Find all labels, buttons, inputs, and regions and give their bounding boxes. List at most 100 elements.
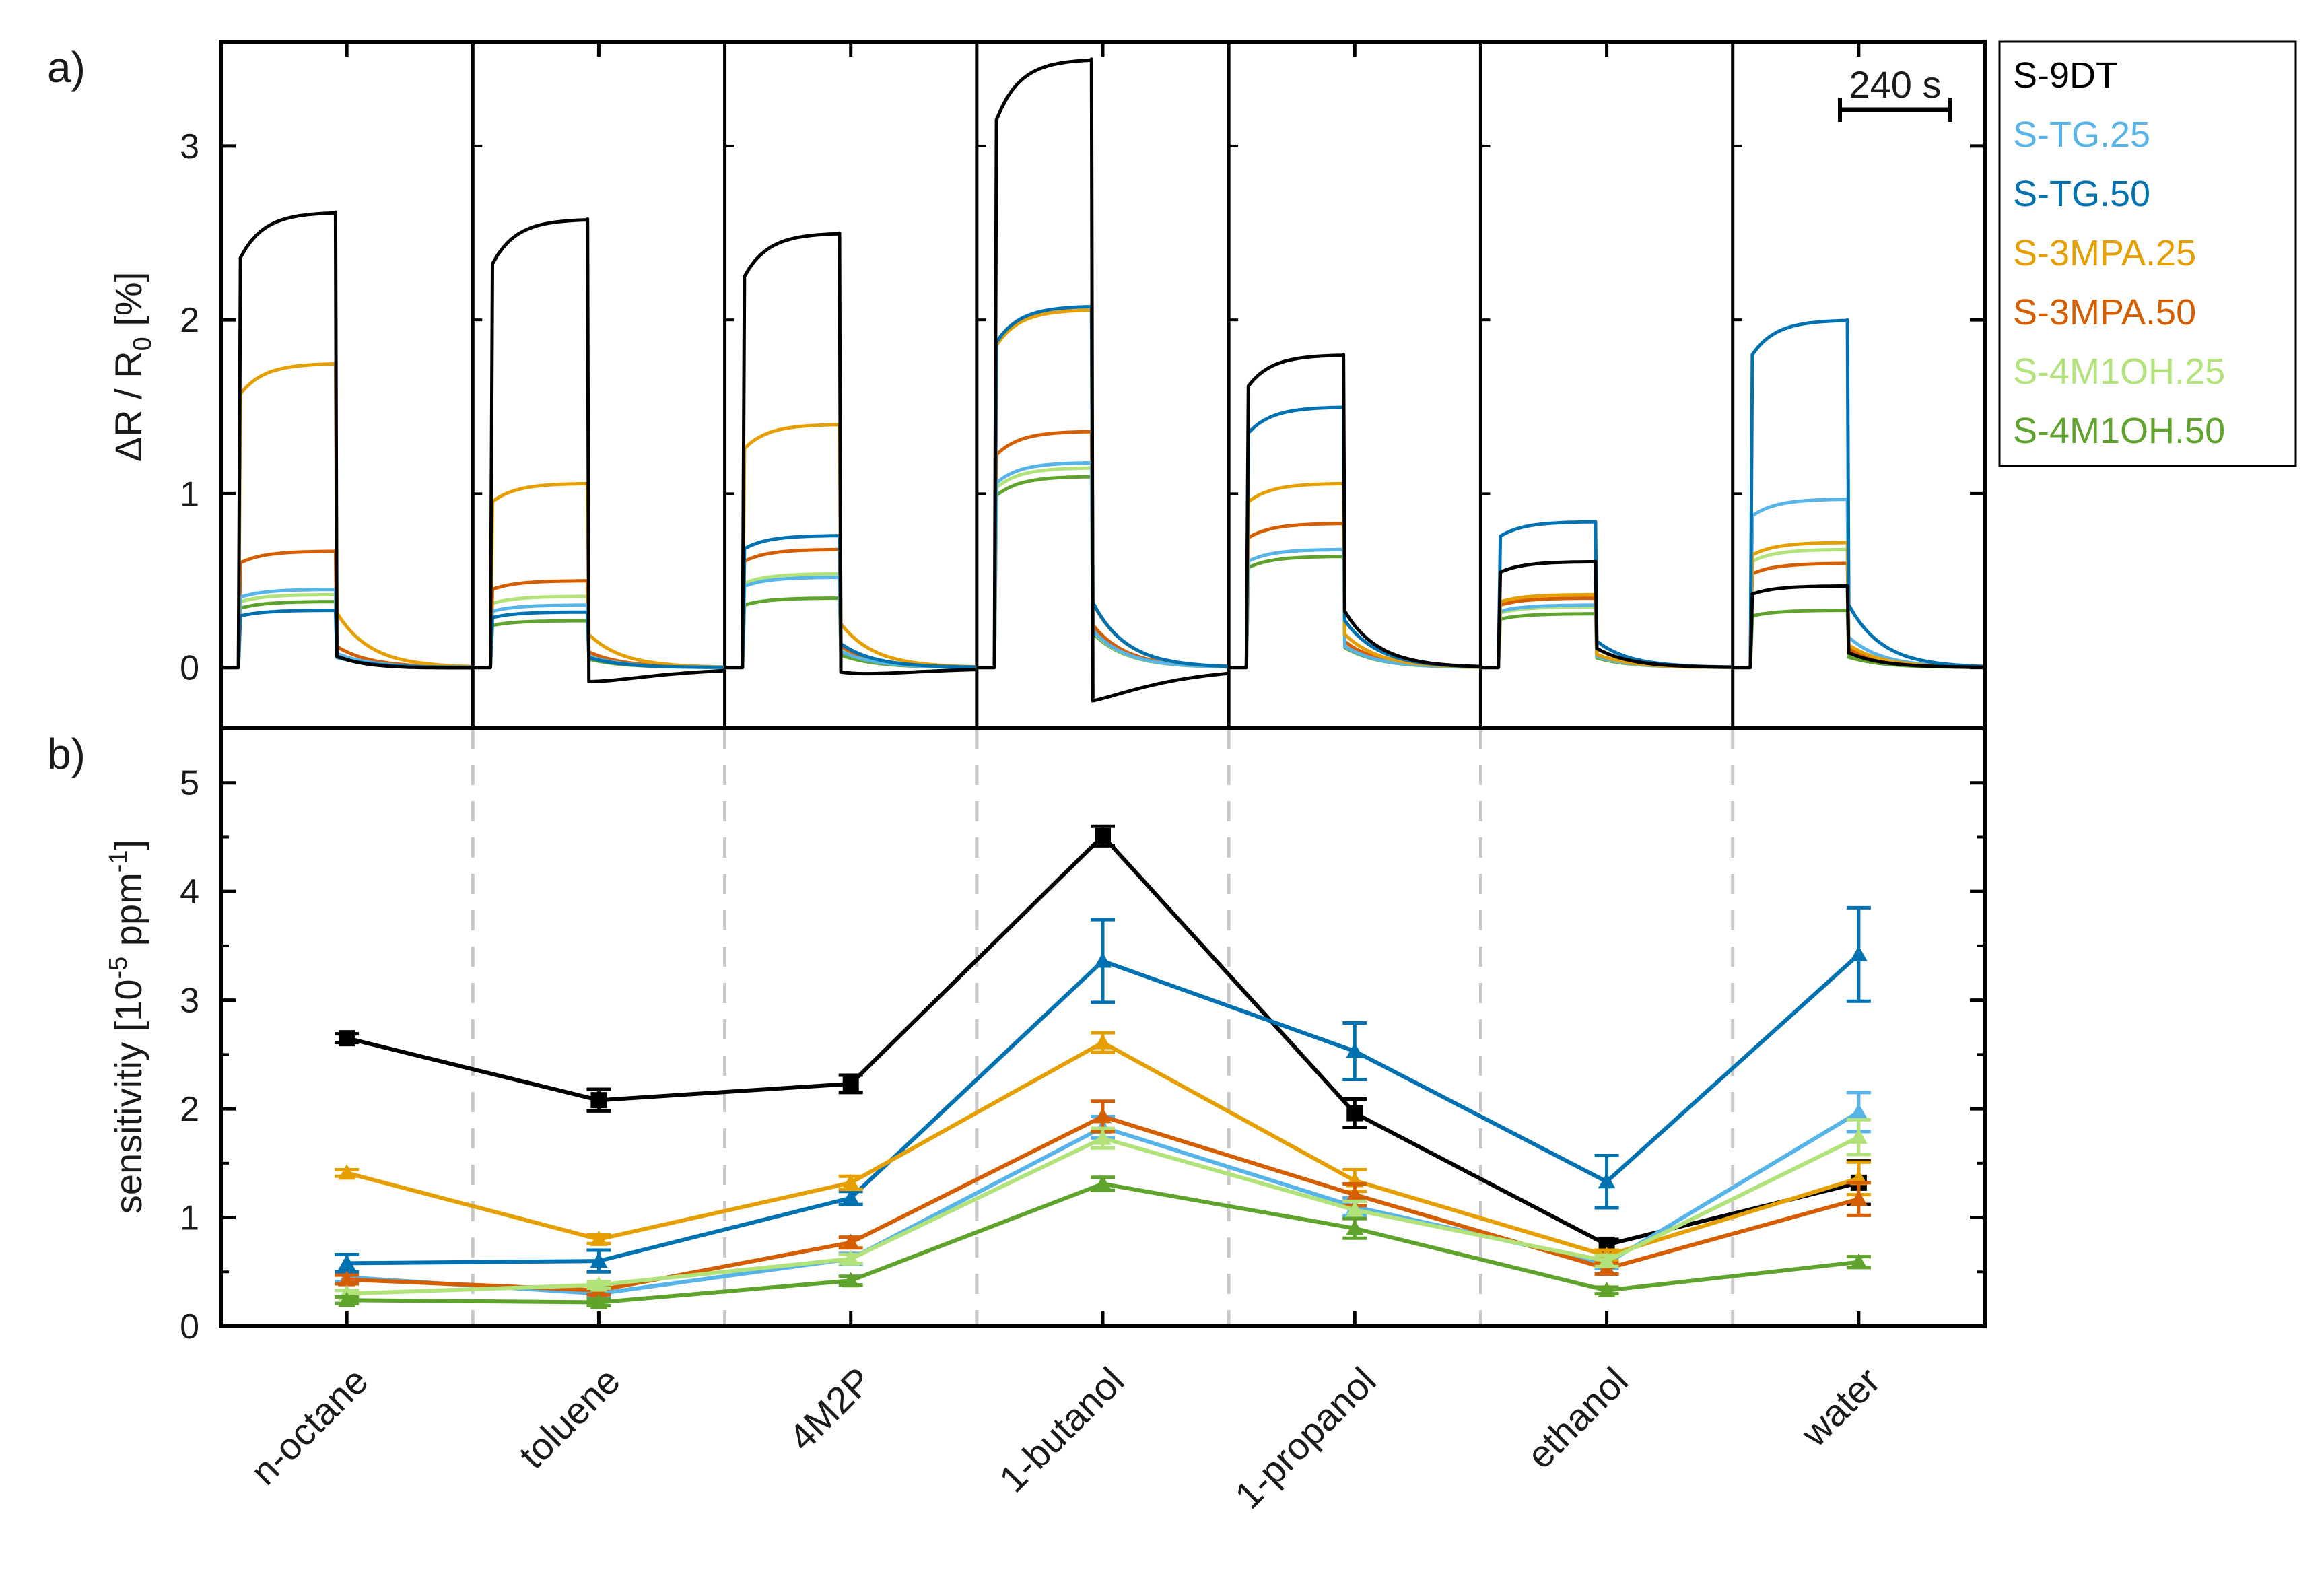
series-s-4m1oh-50 — [335, 1175, 1871, 1309]
data-point — [338, 1270, 356, 1287]
transient-plot — [221, 57, 1984, 703]
panel-a-y-tick-label: 1 — [180, 475, 199, 514]
panel-b-label: b) — [47, 730, 86, 778]
series-s-4m1oh-25 — [335, 1118, 1871, 1301]
data-point — [1346, 1219, 1364, 1235]
transient-trace-s-3mpa-25-2 — [724, 422, 976, 670]
legend: S-9DT S-TG.25 S-TG.50 S-3MPA.25 S-3MPA.50 S-4… — [1998, 40, 2297, 467]
series-s-9dt — [335, 824, 1871, 1253]
data-point — [590, 1092, 607, 1109]
transient-trace-s-tg-50-3 — [976, 304, 1228, 670]
data-point — [842, 1249, 860, 1266]
legend-entry-s-tg-25: S-TG.25 — [2013, 114, 2150, 155]
data-point — [338, 1254, 356, 1270]
panel-b-y-tick-label: 3 — [180, 982, 199, 1021]
data-point — [1094, 1107, 1112, 1124]
series-s-tg-50 — [335, 905, 1871, 1274]
transient-trace-s-9dt-3 — [976, 57, 1228, 703]
data-point — [842, 1189, 860, 1205]
data-point — [1095, 827, 1111, 844]
panel-b-y-tick-label: 2 — [180, 1090, 199, 1129]
data-point — [339, 1030, 355, 1047]
data-point — [842, 1075, 859, 1092]
transient-trace-s-9dt-4 — [1229, 353, 1480, 670]
data-point — [590, 1276, 608, 1292]
transient-trace-s-3mpa-25-6 — [1732, 541, 1984, 670]
x-tick-label-water: water — [1792, 1359, 1888, 1455]
data-point — [1094, 1033, 1112, 1050]
x-tick-label-4m2p: 4M2P — [780, 1359, 880, 1459]
panel-a-separators — [471, 42, 1735, 728]
transient-trace-s-tg-50-6 — [1732, 318, 1984, 670]
transient-trace-s-3mpa-25-3 — [976, 308, 1228, 670]
data-point — [1346, 1201, 1364, 1217]
sensitivity-plot — [335, 824, 1871, 1309]
panel-a-y-tick-label: 0 — [180, 649, 199, 688]
transient-trace-s-9dt-6 — [1732, 584, 1984, 670]
panel-b-y-axis-label: sensitivitiy [10-5 ppm-1] — [104, 839, 149, 1214]
x-tick-label-1-butanol: 1-butanol — [991, 1359, 1132, 1501]
data-point — [842, 1272, 860, 1288]
transient-trace-s-tg-25-3 — [976, 460, 1228, 670]
transient-trace-s-tg-50-1 — [473, 610, 724, 670]
transient-trace-s-tg-50-4 — [1229, 405, 1480, 670]
transient-trace-s-tg-25-6 — [1732, 497, 1984, 670]
panel-a-y-axis-label: ΔR / R0 [%] — [107, 272, 157, 462]
transient-trace-s-3mpa-50-4 — [1229, 521, 1480, 670]
legend-entry-s-3mpa-50: S-3MPA.50 — [2013, 292, 2196, 333]
data-point — [1346, 1186, 1364, 1202]
transient-trace-s-3mpa-50-3 — [976, 429, 1228, 670]
transient-trace-s-3mpa-50-0 — [221, 549, 472, 670]
data-point — [1849, 1128, 1868, 1144]
transient-trace-s-tg-50-5 — [1480, 520, 1732, 670]
legend-entry-s-tg-50: S-TG.50 — [2013, 174, 2150, 214]
time-scale-bar: 240 s — [1838, 63, 1952, 122]
data-point — [1849, 1190, 1868, 1206]
panel-a-frame — [219, 40, 1987, 730]
data-point — [1094, 1129, 1112, 1145]
x-tick-label-ethanol: ethanol — [1519, 1359, 1636, 1476]
panel-a-y-tick-label: 2 — [180, 301, 199, 340]
legend-entry-s-9dt: S-9DT — [2013, 55, 2118, 96]
axes: 0 1 2 3 0 1 2 3 4 5 n-octane toluene 4M2P 1-butanol 1-… — [180, 40, 1987, 1517]
panel-a-y-tick-label: 3 — [180, 127, 199, 166]
data-point — [1849, 1103, 1868, 1119]
data-point — [1598, 1173, 1616, 1189]
legend-entry-s-4m1oh-25: S-4M1OH.25 — [2013, 351, 2225, 392]
legend-frame — [1998, 40, 2297, 467]
transient-trace-s-3mpa-25-5 — [1480, 592, 1732, 670]
data-point — [1094, 952, 1112, 968]
panel-b-y-tick-label: 4 — [180, 872, 199, 912]
data-point — [590, 1252, 608, 1268]
scale-bar-label: 240 s — [1849, 63, 1942, 106]
transient-trace-s-9dt-0 — [221, 210, 472, 670]
legend-entry-s-4m1oh-50: S-4M1OH.50 — [2013, 411, 2225, 451]
transient-trace-s-9dt-5 — [1480, 559, 1732, 670]
panel-b-y-tick-label: 1 — [180, 1199, 199, 1238]
data-point — [338, 1164, 356, 1180]
panel-b-y-tick-label: 0 — [180, 1307, 199, 1346]
panel-b-y-tick-label: 5 — [180, 764, 199, 803]
transient-trace-s-9dt-2 — [724, 231, 976, 676]
panel-a-label: a) — [47, 43, 86, 92]
transient-trace-s-tg-50-2 — [724, 533, 976, 670]
transient-trace-s-tg-25-2 — [724, 575, 976, 670]
data-point — [842, 1233, 860, 1249]
panel-b-separators — [471, 728, 1735, 1326]
data-point — [590, 1230, 608, 1246]
data-point — [842, 1173, 860, 1190]
x-tick-label-toluene: toluene — [510, 1359, 627, 1476]
transient-trace-s-3mpa-25-0 — [221, 362, 472, 670]
data-point — [338, 1291, 356, 1307]
transient-trace-s-3mpa-25-1 — [473, 481, 724, 670]
data-point — [590, 1293, 608, 1309]
data-point — [1094, 1175, 1112, 1191]
x-tick-label-1-propanol: 1-propanol — [1227, 1359, 1384, 1517]
data-point — [1598, 1281, 1616, 1297]
data-point — [1598, 1252, 1616, 1268]
data-point — [1849, 1253, 1868, 1269]
transient-trace-s-3mpa-25-4 — [1229, 481, 1480, 670]
data-point — [1849, 945, 1868, 961]
transient-trace-s-tg-25-4 — [1229, 547, 1480, 670]
